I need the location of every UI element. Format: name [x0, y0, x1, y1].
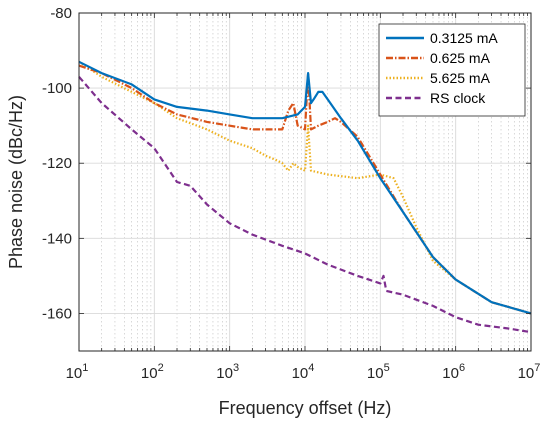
legend: 0.3125 mA 0.625 mA 5.625 mA RS clock — [378, 23, 526, 117]
series-line-0 — [78, 60, 532, 315]
x-tick-label: 102 — [141, 362, 164, 382]
y-tick-label: -160 — [42, 305, 72, 322]
x-tick-label: 103 — [216, 362, 239, 382]
legend-label-1: 0.625 mA — [430, 50, 491, 66]
x-axis-label: Frequency offset (Hz) — [219, 398, 392, 418]
axis-ticks — [78, 12, 532, 351]
x-tick-label: 107 — [518, 362, 541, 382]
x-tick-label: 105 — [367, 362, 390, 382]
legend-label-3: RS clock — [430, 90, 486, 106]
series-lines — [78, 60, 532, 334]
y-tick-label: -80 — [50, 5, 72, 22]
legend-label-2: 5.625 mA — [430, 70, 491, 86]
series-line-2 — [78, 60, 532, 315]
y-axis-label: Phase noise (dBc/Hz) — [6, 95, 26, 269]
legend-box — [378, 23, 526, 117]
x-tick-labels: 101 102 103 104 105 106 107 — [66, 362, 541, 382]
y-tick-label: -140 — [42, 230, 72, 247]
legend-label-0: 0.3125 mA — [430, 30, 498, 46]
x-tick-label: 106 — [442, 362, 465, 382]
y-tick-label: -100 — [42, 80, 72, 97]
series-line-3 — [78, 76, 532, 334]
x-tick-label: 104 — [292, 362, 315, 382]
y-tick-labels: -160 -140 -120 -100 -80 — [42, 5, 72, 322]
x-tick-label: 101 — [66, 362, 89, 382]
y-tick-label: -120 — [42, 155, 72, 172]
